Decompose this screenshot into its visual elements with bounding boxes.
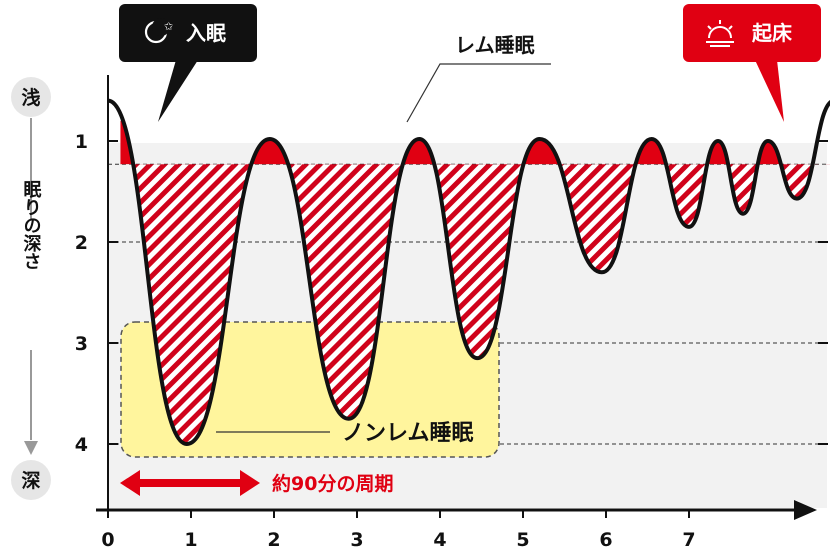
x-tick-label-3: 3 xyxy=(350,529,363,551)
x-tick-label-0: 0 xyxy=(101,529,114,551)
x-tick-label-6: 6 xyxy=(599,529,612,551)
y-tick-label-1: 1 xyxy=(75,131,88,153)
cycle-arrow xyxy=(120,470,260,496)
x-tick-label-4: 4 xyxy=(433,529,446,551)
sleep-onset-badge: ✩ 入眠 xyxy=(119,4,257,122)
shallow-circle xyxy=(11,77,51,117)
moon-star-icon: ✩ xyxy=(144,18,173,44)
sleep-depth-curve xyxy=(107,98,830,446)
y-tick-label-2: 2 xyxy=(75,232,88,254)
x-axis-arrowhead xyxy=(794,500,817,520)
sleep-onset-label: 入眠 xyxy=(186,21,226,45)
cycle-label: 約90分の周期 xyxy=(272,472,393,495)
non-rem-label: ノンレム睡眠 xyxy=(342,421,474,446)
rem-label: レム睡眠 xyxy=(455,33,535,57)
depth-down-arrowhead xyxy=(24,441,38,455)
x-tick-label-2: 2 xyxy=(267,529,280,551)
wake-up-badge: 起床 xyxy=(683,4,821,122)
x-tick-label-7: 7 xyxy=(682,529,695,551)
x-tick-group: 0 1 2 3 4 5 6 7 xyxy=(101,510,696,551)
svg-text:✩: ✩ xyxy=(164,20,173,33)
y-tick-group: 1 2 3 4 xyxy=(75,131,828,456)
y-tick-label-3: 3 xyxy=(75,333,88,355)
x-tick-label-5: 5 xyxy=(516,529,529,551)
sunrise-icon xyxy=(706,20,734,47)
depth-axis-label: 眠りの深さ xyxy=(21,180,42,270)
wake-up-label: 起床 xyxy=(751,21,793,45)
x-tick-label-1: 1 xyxy=(184,529,197,551)
deep-label: 深 xyxy=(21,469,40,492)
non-rem-hatched-area xyxy=(120,164,830,444)
shallow-label: 浅 xyxy=(21,86,40,109)
deep-circle xyxy=(11,460,51,500)
rem-leader-line xyxy=(406,63,551,123)
y-tick-label-4: 4 xyxy=(75,434,88,456)
